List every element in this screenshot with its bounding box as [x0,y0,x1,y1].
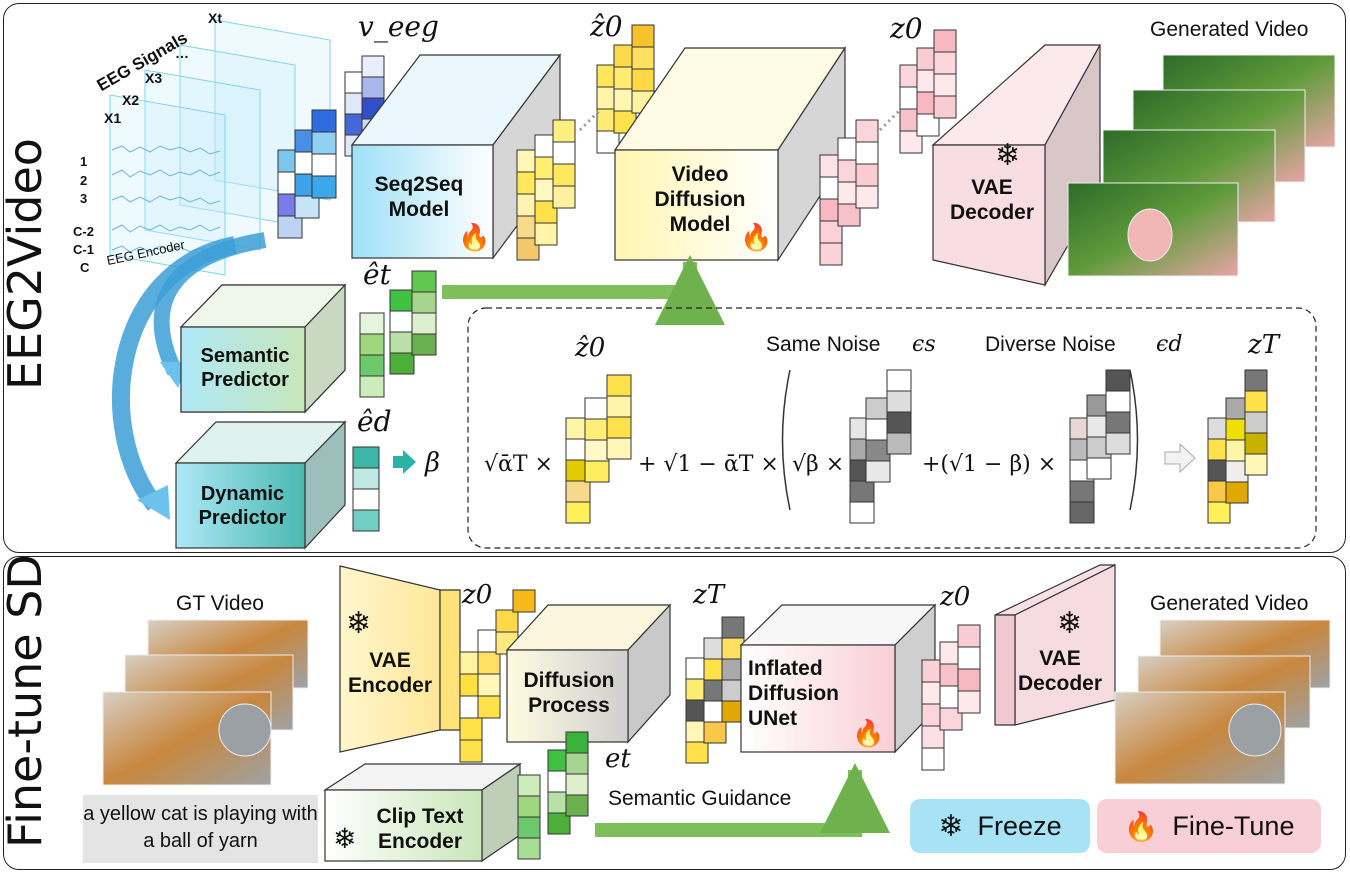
ed-hat-label: êd [357,405,392,438]
et-hat-label: êt [363,258,391,291]
flame-icon: 🔥 [1123,810,1159,842]
diverse-noise-blocks [1069,369,1131,524]
channel-x2: X2 [122,92,140,108]
snowflake-icon: ❄ [346,607,372,640]
ft-et-label: et [605,744,631,774]
eps-s-label: ϵs [912,332,936,357]
dynamic-predictor-label: Dynamic Predictor [198,483,287,529]
video-diffusion-label: Video Diffusion Model [654,163,746,237]
legend-finetune-label: Fine-Tune [1172,810,1295,841]
noise-z0hat-label: ẑ0 [575,333,606,363]
clip-text-encoder-box [322,762,522,863]
channel-xt: Xt [208,10,222,26]
ft-z0-pink-blocks [921,624,981,771]
row-2: 2 [80,173,88,188]
term-plus-sqrt-one-minus-beta: +(√1 − β) × [922,452,1057,477]
channel-x3: X3 [145,70,163,86]
gt-video-frames [102,619,309,786]
snowflake-icon: ❄ [995,139,1021,172]
right-bracket [1129,369,1139,511]
noise-z0hat-blocks [565,374,632,524]
diffusion-process-label: Diffusion Process [523,669,615,718]
z0-label: z0 [890,12,923,45]
inflated-unet-label: Inflated Diffusion UNet [748,657,839,731]
row-1: 1 [80,154,88,169]
inflated-unet-box [739,603,937,754]
clip-text-encoder-label: Clip Text Encoder [376,805,464,854]
snowflake-icon: ❄ [1057,607,1083,640]
ft-et-blocks [517,731,589,860]
noise-box [467,307,1317,549]
semantic-guidance-label: Semantic Guidance [608,787,792,810]
diffusion-process-box [505,603,672,744]
vae-decoder-shape [931,44,1102,288]
vae-encoder-shape [339,565,461,753]
same-noise-blocks [849,369,912,524]
legend-finetune: 🔥 Fine-Tune [1097,799,1321,853]
ft-generated-video-label: Generated Video [1150,592,1309,615]
semantic-arrow-top [442,255,725,325]
eeg-feature-blocks [277,109,337,239]
ed-hat-blocks [352,446,380,532]
semantic-guidance-arrow [595,763,890,837]
row-3: 3 [80,191,88,206]
z0-hat-blocks [516,24,655,261]
beta-arrow [393,450,416,474]
beta-label: β [425,448,441,478]
result-arrow [1164,442,1196,474]
row-c2: C-2 [73,224,94,239]
ft-z0-label: z0 [462,580,493,610]
term-sqrt-alpha: √ᾱT × [484,452,553,477]
ft-generated-video-frames [1114,619,1331,785]
seq2seq-label: Seq2Seq Model [374,173,464,222]
semantic-predictor-label: Semantic Predictor [200,345,290,391]
row-c: C [80,260,90,275]
legend-freeze-label: Freeze [977,810,1062,841]
ft-zT-label: zT [693,580,725,610]
left-bracket [781,369,791,511]
gt-video-label: GT Video [176,592,264,615]
legend-freeze: ❄ Freeze [910,799,1090,853]
term-plus-sqrt-one-minus-alpha: + √1 − ᾱT × [638,452,779,477]
z0-blocks [819,29,957,266]
semantic-predictor-box [179,283,347,414]
generated-video-label: Generated Video [1150,18,1309,41]
dynamic-predictor-box [174,420,347,550]
eps-d-label: ϵd [1156,332,1183,357]
caption-text: a yellow cat is playing with a ball of y… [83,795,318,863]
row-c1: C-1 [73,242,94,257]
flame-icon: 🔥 [740,222,773,252]
seq2seq-box [350,53,562,260]
same-noise-label: Same Noise [766,333,881,356]
ft-z0-b-label: z0 [940,582,971,612]
zT-label: zT [1248,330,1280,360]
snowflake-icon: ❄ [333,823,357,854]
snowflake-icon: ❄ [938,809,964,843]
ft-zT-blocks [685,616,745,764]
channel-x1: X1 [104,110,122,126]
v-eeg-label: v_eeg [358,10,439,43]
generated-video-frames [1067,54,1336,277]
zT-blocks [1207,369,1268,524]
channel-ellipsis: … [175,45,189,61]
flame-icon: 🔥 [852,718,885,748]
ft-z0-blocks [459,589,536,763]
vae-decoder-label: VAE Decoder [949,176,1035,225]
et-hat-blocks [359,270,437,398]
flame-icon: 🔥 [458,222,491,252]
z0-hat-label: ẑ0 [590,10,623,43]
ft-vae-decoder-shape [994,564,1116,726]
video-diffusion-box [613,45,847,263]
vae-encoder-label: VAE Encoder [347,649,433,698]
term-sqrt-beta: √β × [792,452,845,477]
diverse-noise-label: Diverse Noise [985,333,1116,356]
dots [878,108,902,132]
ft-vae-decoder-label: VAE Decoder [1017,647,1103,696]
